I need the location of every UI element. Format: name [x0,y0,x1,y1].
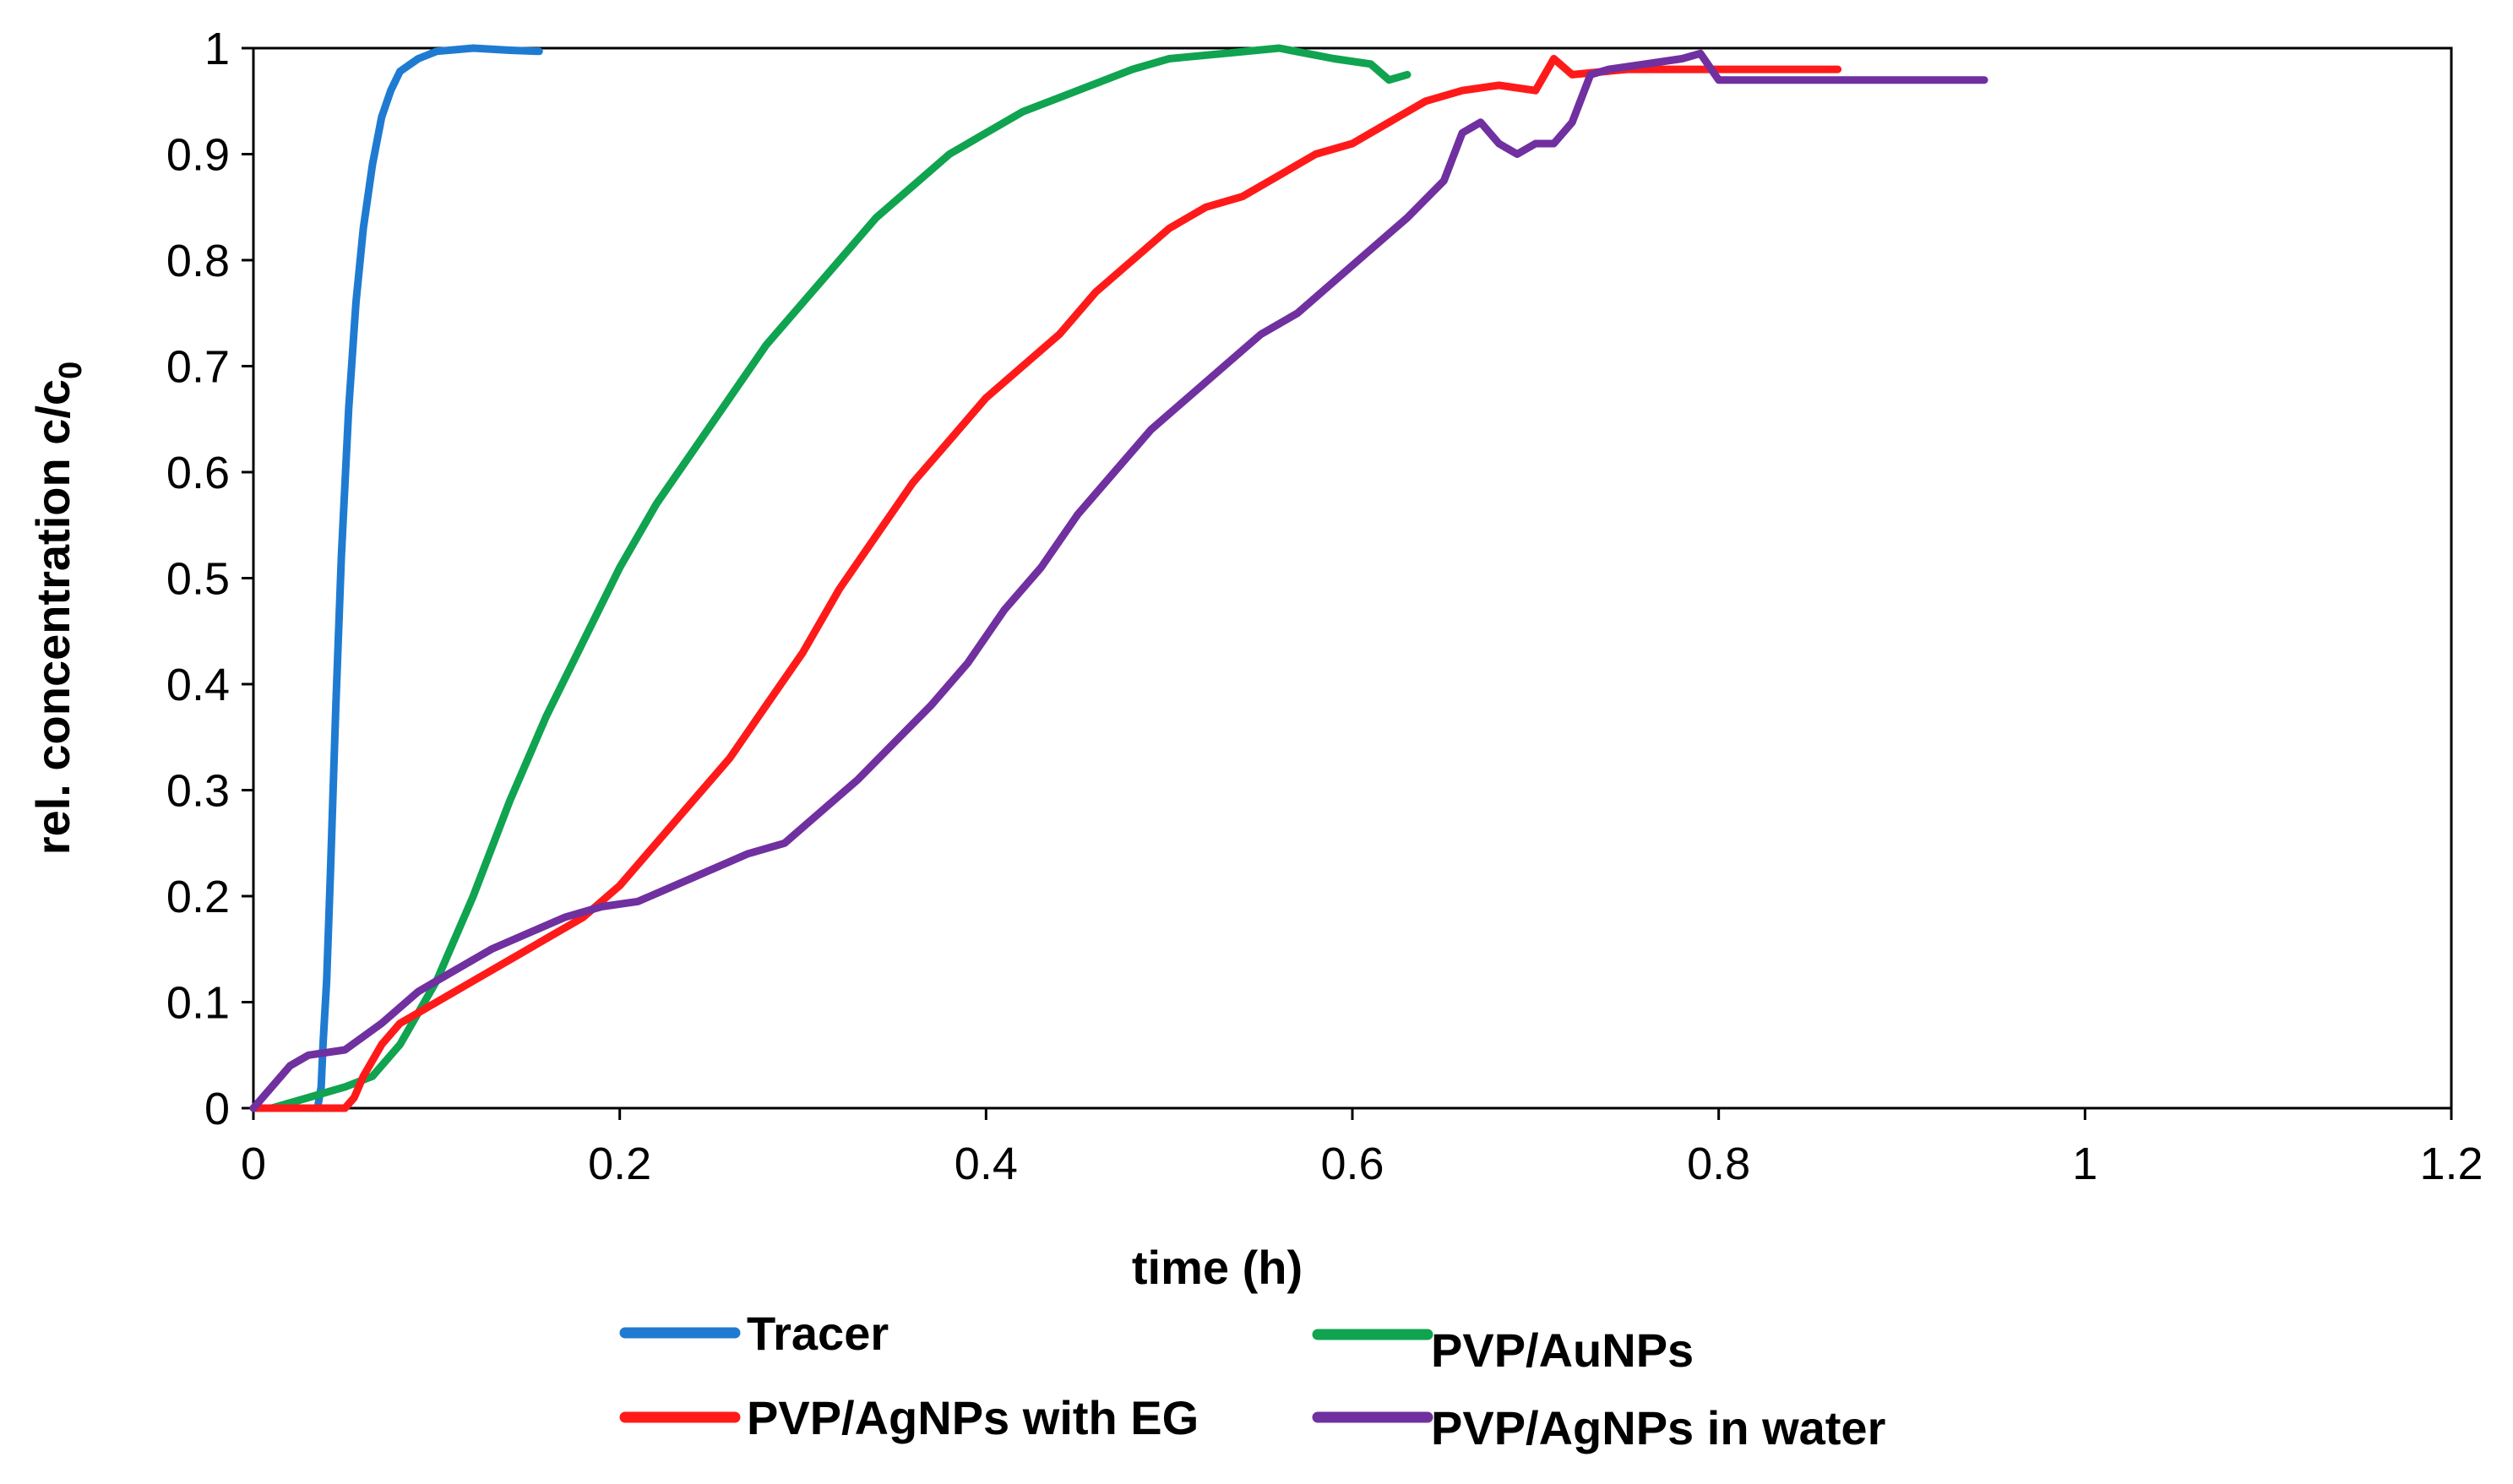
x-tick-label: 0.8 [1687,1139,1750,1189]
x-tick-label: 1 [2072,1139,2097,1189]
legend-label-pvp-agnps-with-eg: PVP/AgNPs with EG [747,1391,1199,1444]
y-axis-title-subscript: 0 [53,361,89,379]
y-axis-title: rel. concentration c/c0 [26,361,89,855]
x-tick-label: 0.2 [588,1139,651,1189]
x-tick-label: 0.6 [1320,1139,1384,1189]
x-axis-title: time (h) [1132,1241,1303,1294]
x-tick-label: 0.4 [955,1139,1018,1189]
series-group [249,44,1988,1112]
y-tick-label: 1 [204,24,230,74]
y-tick-label: 0.6 [166,448,230,498]
legend-label-pvp-agnps-in-water: PVP/AgNPs in water [1431,1401,1885,1454]
x-tick-label: 0 [241,1139,266,1189]
y-tick-label: 0.4 [166,660,230,710]
y-tick-label: 0.3 [166,766,230,817]
y-tick-label: 0.7 [166,342,230,393]
series-line-pvp-agnps-with-eg [249,55,1842,1112]
x-tick-label: 1.2 [2419,1139,2483,1189]
plot-area [252,46,2453,1110]
series-line-tracer [249,44,543,1112]
y-tick-label: 0.9 [166,130,230,181]
series-line-pvp-agnps-in-water [249,49,1988,1112]
y-axis-ticks: 0 0.1 0.2 0.3 0.4 0.5 0.6 0.7 0.8 0.9 1 [166,24,253,1134]
legend: Tracer PVP/AuNPs PVP/AgNPs with EG PVP/A… [619,1307,1885,1454]
y-axis-title-main: rel. concentration c/c [26,379,79,855]
y-tick-label: 0 [204,1084,230,1134]
x-axis-ticks: 0 0.2 0.4 0.6 0.8 1 1.2 [241,1108,2483,1189]
legend-label-pvp-aunps: PVP/AuNPs [1431,1324,1694,1377]
y-tick-label: 0.8 [166,236,230,286]
y-tick-label: 0.2 [166,872,230,922]
y-tick-label: 0.1 [166,978,230,1029]
legend-label-tracer: Tracer [747,1307,889,1360]
y-tick-label: 0.5 [166,554,230,605]
